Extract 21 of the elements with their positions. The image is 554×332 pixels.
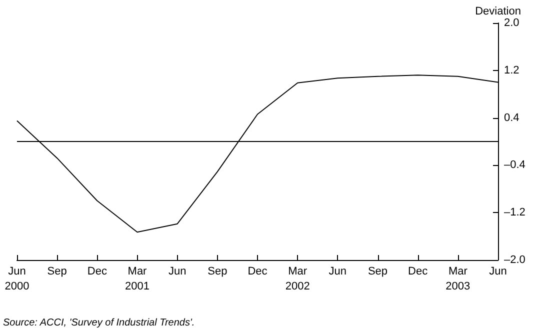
x-tick-label: Mar 2001 [125, 266, 150, 292]
x-tick-label: Jun [168, 266, 186, 278]
y-tick-label: –1.2 [504, 206, 526, 219]
y-tick-label: 2.0 [504, 17, 520, 29]
source-note: Source: ACCI, 'Survey of Industrial Trends'. [3, 318, 195, 328]
x-tick-label: Jun [328, 266, 347, 278]
y-axis-title: Deviation [475, 6, 521, 18]
x-tick-label: Dec [408, 266, 428, 278]
y-tick-label: 0.4 [504, 112, 520, 124]
x-tick-label: Dec [87, 266, 108, 278]
x-tick-label: Sep [368, 266, 388, 278]
y-tick-label: –2.0 [504, 254, 526, 266]
x-tick-label: Sep [208, 266, 228, 278]
x-tick-label: Jun [489, 266, 507, 278]
x-tick-label: Dec [248, 266, 268, 278]
y-tick-label: 1.2 [504, 64, 520, 76]
x-tick-label: Mar 2002 [285, 266, 310, 292]
x-tick-label: Sep [47, 266, 67, 278]
x-tick-label: Jun 2000 [4, 266, 30, 292]
x-tick-label: Mar 2003 [446, 266, 470, 292]
y-tick-label: –0.4 [504, 159, 526, 172]
